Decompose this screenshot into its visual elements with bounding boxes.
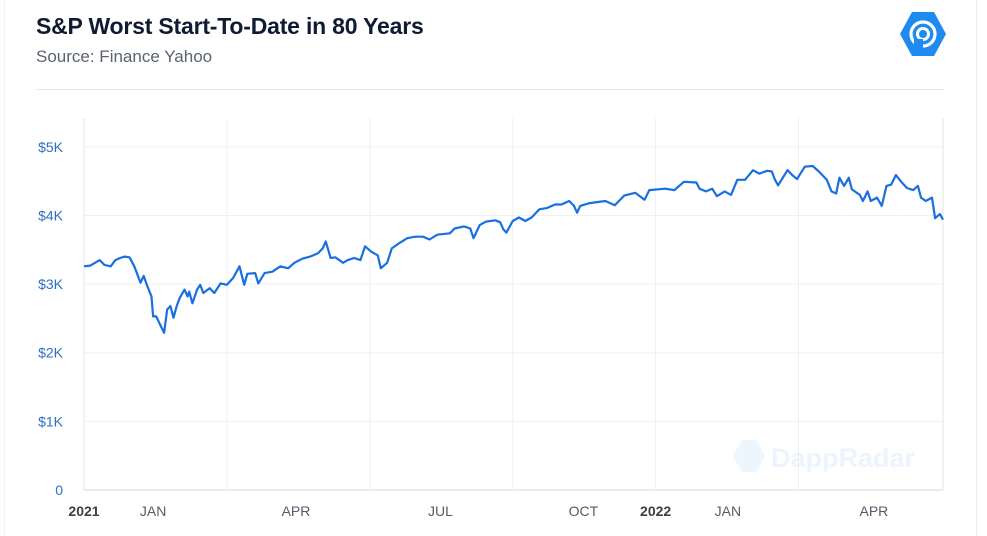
x-tick-label: JAN [140,503,166,519]
watermark-text: DappRadar [771,443,916,473]
x-tick-label: JAN [715,503,741,519]
x-tick-label: APR [860,503,889,519]
y-axis: 0 $1K $2K $3K $4K $5K [38,139,64,498]
x-tick-label: OCT [569,503,599,519]
y-tick-label: 0 [55,482,63,498]
y-tick-label: $2K [38,345,64,361]
header-divider [36,89,944,90]
x-tick-label: 2021 [68,503,99,519]
x-tick-label: APR [282,503,311,519]
y-tick-label: $1K [38,413,64,429]
dappradar-logo-icon [899,11,947,57]
y-tick-label: $5K [38,139,64,155]
grid [83,118,944,491]
y-tick-label: $4K [38,207,64,223]
y-tick-label: $3K [38,276,64,292]
chart-title: S&P Worst Start-To-Date in 80 Years [36,13,424,39]
chart-source: Source: Finance Yahoo [36,47,213,66]
watermark: DappRadar [733,440,916,473]
series-line-sp500 [83,164,944,334]
x-axis: 2021 JAN APR JUL OCT 2022 JAN APR [68,503,888,519]
chart-card [4,0,977,536]
x-tick-label: JUL [428,503,453,519]
watermark-logo-icon [733,440,765,472]
x-tick-label: 2022 [640,503,671,519]
series-layer [83,164,944,334]
